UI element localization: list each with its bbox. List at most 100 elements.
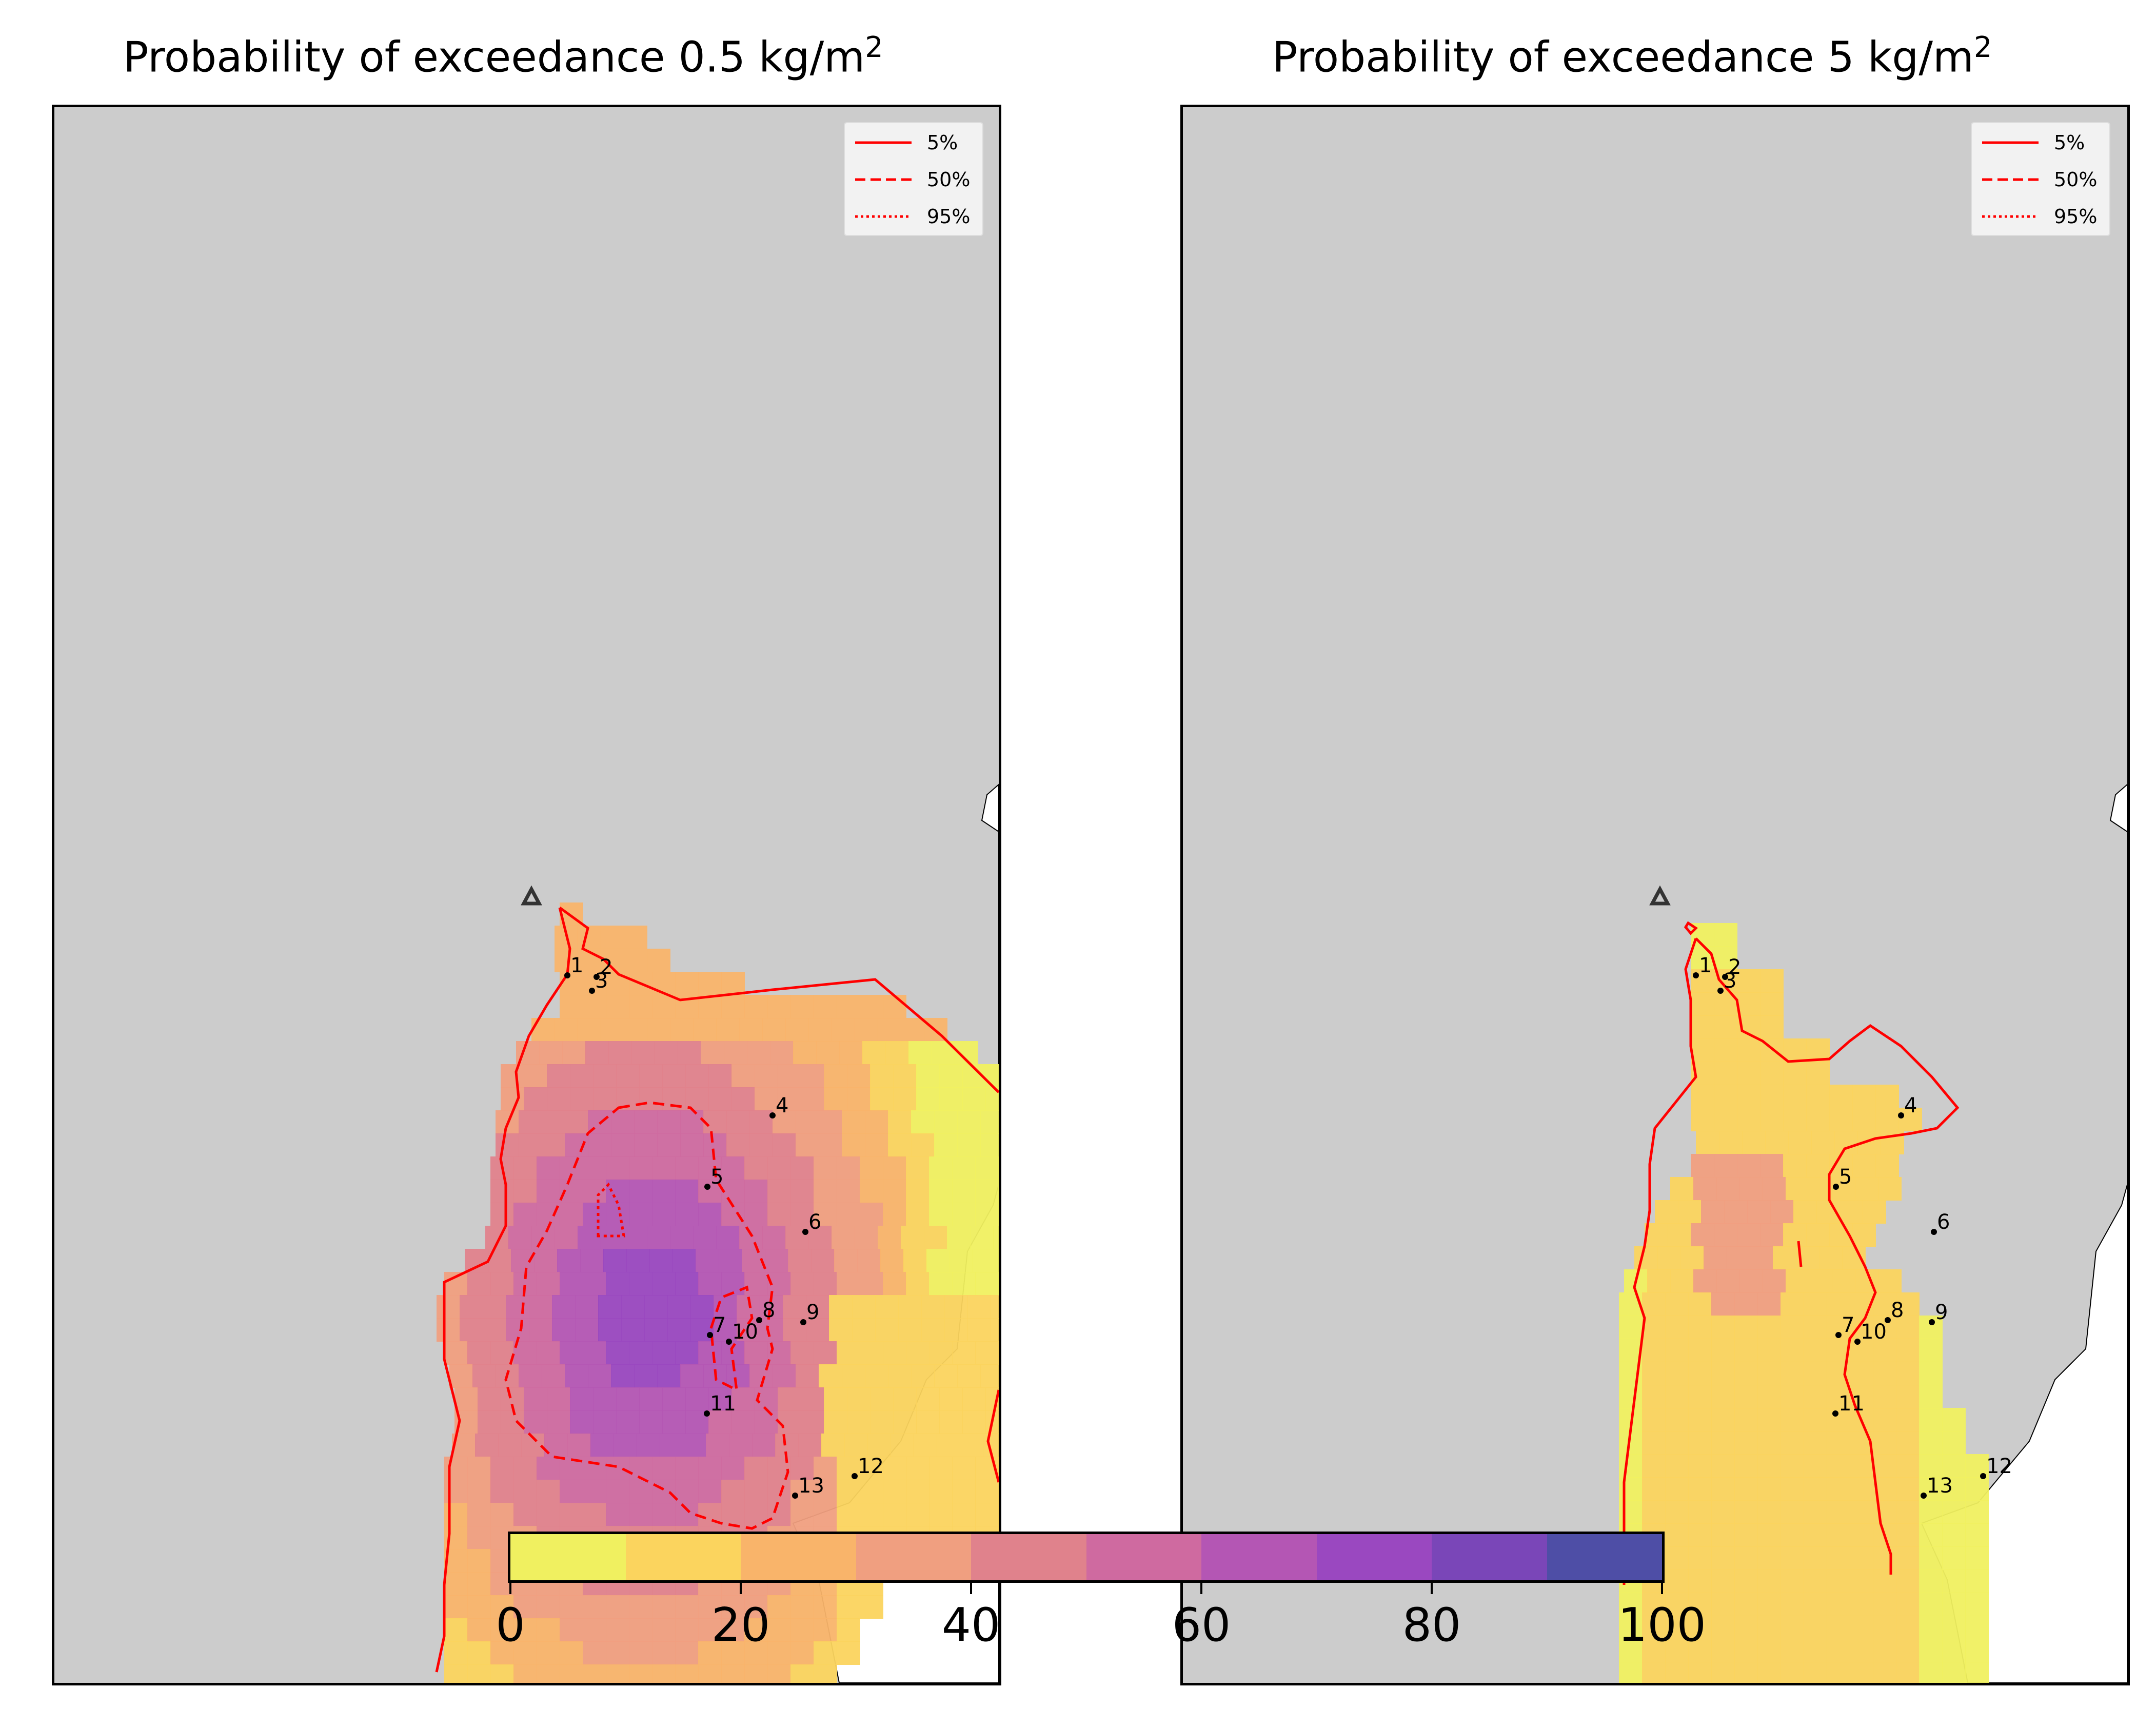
probability-cell bbox=[1827, 1523, 1850, 1547]
probability-cell bbox=[1647, 1269, 1671, 1293]
probability-cell bbox=[1691, 1108, 1714, 1131]
probability-cell bbox=[865, 1110, 888, 1134]
probability-cell bbox=[616, 1387, 640, 1411]
probability-cell bbox=[829, 1318, 853, 1342]
probability-cell bbox=[467, 1272, 491, 1296]
probability-cell bbox=[1704, 1246, 1727, 1270]
probability-cell bbox=[975, 1272, 999, 1296]
probability-cell bbox=[562, 1041, 586, 1065]
probability-cell bbox=[513, 1618, 537, 1642]
probability-cell bbox=[649, 1249, 673, 1272]
probability-cell bbox=[883, 1203, 906, 1226]
site-point bbox=[792, 1493, 798, 1499]
probability-cell bbox=[1773, 1246, 1796, 1270]
probability-cell bbox=[1781, 1639, 1804, 1662]
probability-cell bbox=[1734, 1292, 1758, 1316]
probability-cell bbox=[490, 1180, 514, 1203]
probability-cell bbox=[765, 1249, 788, 1272]
probability-cell bbox=[444, 1457, 468, 1480]
probability-cell bbox=[606, 1203, 629, 1226]
probability-cell bbox=[629, 1457, 652, 1480]
probability-cell bbox=[537, 1457, 560, 1480]
probability-cell bbox=[975, 1203, 999, 1226]
probability-cell bbox=[1806, 1223, 1830, 1247]
probability-cell bbox=[744, 1180, 768, 1203]
probability-cell bbox=[778, 1410, 801, 1434]
probability-cell bbox=[552, 1295, 576, 1319]
probability-cell bbox=[555, 949, 578, 972]
probability-cell bbox=[1896, 1662, 1920, 1683]
probability-cell bbox=[1665, 1593, 1689, 1616]
probability-cell bbox=[703, 1110, 727, 1134]
probability-cell bbox=[980, 1110, 999, 1134]
probability-cell bbox=[531, 1018, 555, 1042]
probability-cell bbox=[1804, 1339, 1827, 1362]
probability-cell bbox=[1896, 1639, 1920, 1662]
probability-cell bbox=[1642, 1616, 1666, 1639]
probability-cell bbox=[749, 1133, 773, 1157]
probability-cell bbox=[644, 1295, 668, 1319]
probability-cell bbox=[998, 1272, 999, 1296]
probability-cell bbox=[1688, 1477, 1712, 1501]
probability-cell bbox=[862, 1041, 886, 1065]
probability-cell bbox=[790, 1341, 814, 1365]
probability-cell bbox=[821, 1434, 845, 1457]
probability-cell bbox=[1781, 1385, 1804, 1408]
probability-cell bbox=[790, 1180, 814, 1203]
colorbar-tick-label: 60 bbox=[1172, 1598, 1231, 1652]
probability-cell bbox=[1619, 1385, 1643, 1408]
probability-cell bbox=[747, 1041, 770, 1065]
probability-cell bbox=[793, 1041, 817, 1065]
colorbar-tick-mark bbox=[1200, 1583, 1202, 1594]
probability-cell bbox=[716, 1018, 740, 1042]
probability-cell bbox=[842, 1364, 865, 1388]
probability-cell bbox=[739, 1226, 763, 1249]
probability-cell bbox=[662, 1064, 686, 1088]
probability-cell bbox=[467, 1480, 491, 1503]
probability-cell bbox=[444, 1572, 468, 1596]
legend-right: 5% 50% 95% bbox=[1971, 122, 2110, 236]
probability-cell bbox=[1665, 1385, 1689, 1408]
probability-cell bbox=[726, 1133, 750, 1157]
probability-cell bbox=[657, 1133, 681, 1157]
probability-cell bbox=[616, 1064, 640, 1088]
probability-cell bbox=[1919, 1593, 1943, 1616]
probability-cell bbox=[975, 1341, 999, 1365]
probability-cell bbox=[616, 1410, 640, 1434]
probability-cell bbox=[1919, 1454, 1943, 1478]
probability-cell bbox=[698, 1618, 722, 1642]
probability-cell bbox=[960, 1434, 983, 1457]
probability-cell bbox=[1642, 1339, 1666, 1362]
probability-cell bbox=[496, 1133, 519, 1157]
probability-cell bbox=[637, 1434, 660, 1457]
probability-cell bbox=[883, 1457, 906, 1480]
probability-cell bbox=[1873, 1616, 1896, 1639]
probability-cell bbox=[1711, 1523, 1735, 1547]
probability-cell bbox=[1811, 1131, 1835, 1154]
probability-cell bbox=[580, 1249, 604, 1272]
probability-cell bbox=[893, 1064, 917, 1088]
probability-cell bbox=[870, 1064, 894, 1088]
probability-cell bbox=[937, 1434, 960, 1457]
probability-cell bbox=[660, 1434, 683, 1457]
probability-cell bbox=[590, 1434, 614, 1457]
probability-cell bbox=[1711, 1477, 1735, 1501]
probability-cell bbox=[1734, 1593, 1758, 1616]
probability-cell bbox=[975, 1180, 999, 1203]
probability-cell bbox=[1852, 1154, 1876, 1178]
probability-cell bbox=[675, 1618, 699, 1642]
site-label: 3 bbox=[595, 969, 608, 993]
probability-cell bbox=[1734, 1362, 1758, 1385]
probability-cell bbox=[624, 1226, 647, 1249]
probability-cell bbox=[513, 1180, 537, 1203]
probability-cell bbox=[834, 1249, 858, 1272]
legend-left: 5% 50% 95% bbox=[844, 122, 983, 236]
probability-cell bbox=[744, 1156, 768, 1180]
probability-cell bbox=[472, 1364, 496, 1388]
probability-cell bbox=[583, 1156, 606, 1180]
probability-cell bbox=[1619, 1662, 1643, 1683]
probability-cell bbox=[647, 1226, 670, 1249]
probability-cell bbox=[1804, 1431, 1827, 1455]
probability-cell bbox=[1919, 1339, 1943, 1362]
probability-cell bbox=[1919, 1408, 1943, 1431]
